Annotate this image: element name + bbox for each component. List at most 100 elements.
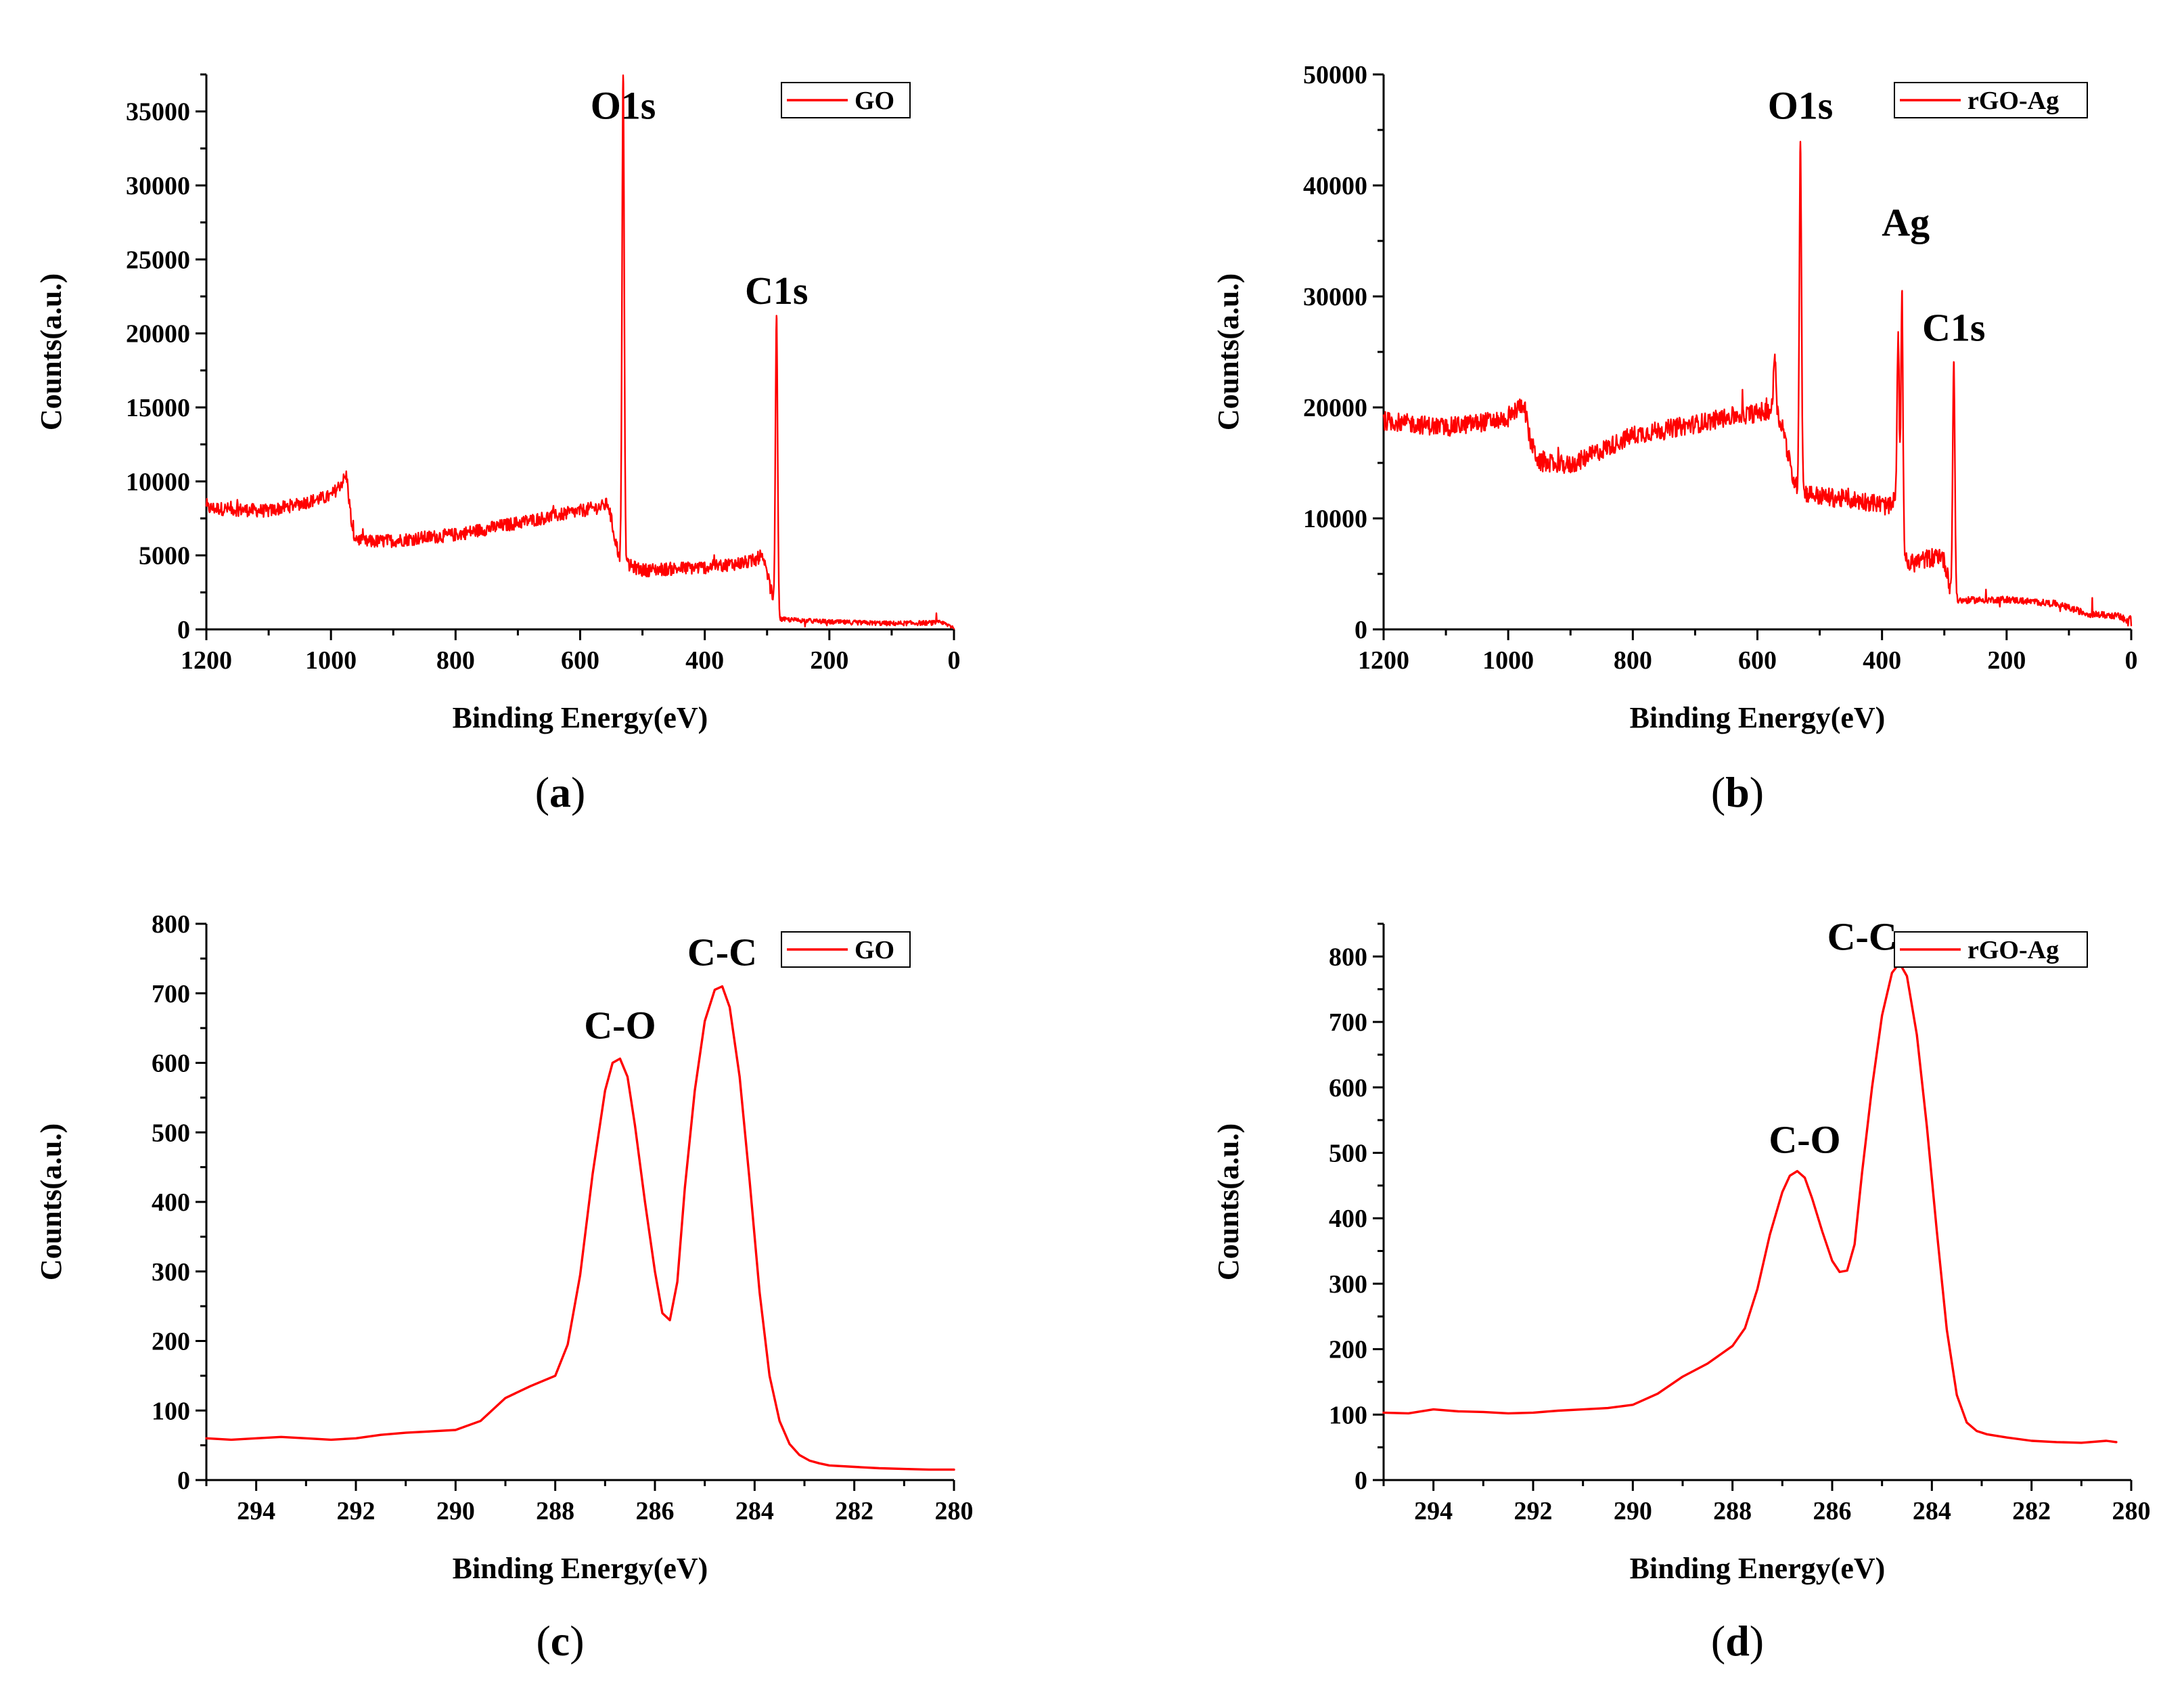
x-tick-label: 400	[685, 646, 724, 675]
x-tick-label: 200	[1987, 646, 2026, 675]
x-tick-label: 600	[561, 646, 599, 675]
y-tick-label: 10000	[1303, 505, 1367, 533]
legend-label: GO	[855, 936, 894, 964]
y-tick-label: 5000	[139, 542, 190, 571]
panel-caption: (b)	[1711, 768, 1764, 816]
y-tick-label: 200	[152, 1328, 190, 1356]
y-tick-label: 100	[152, 1397, 190, 1425]
y-tick-label: 50000	[1303, 61, 1367, 89]
series-line	[205, 74, 955, 630]
x-tick-label: 288	[536, 1497, 574, 1525]
y-tick-label: 500	[1329, 1139, 1367, 1167]
y-tick-label: 15000	[126, 394, 190, 422]
x-tick-label: 280	[935, 1497, 974, 1525]
y-tick-label: 200	[1329, 1336, 1367, 1364]
y-tick-label: 600	[152, 1050, 190, 1078]
legend: rGO-Ag	[1894, 931, 2088, 968]
x-tick-label: 280	[2112, 1497, 2151, 1525]
y-tick-label: 30000	[126, 172, 190, 200]
y-tick-label: 0	[1355, 616, 1367, 644]
y-tick-label: 100	[1329, 1401, 1367, 1429]
peak-label: O1s	[591, 84, 656, 128]
x-tick-label: 284	[735, 1497, 774, 1525]
y-tick-label: 700	[152, 980, 190, 1008]
x-tick-label: 400	[1863, 646, 1901, 675]
x-tick-label: 294	[1414, 1497, 1453, 1525]
series-line	[205, 985, 955, 1471]
y-tick-label: 40000	[1303, 172, 1367, 200]
x-tick-label: 294	[237, 1497, 275, 1525]
y-tick-label: 300	[1329, 1270, 1367, 1299]
y-tick-label: 700	[1329, 1008, 1367, 1037]
y-tick-label: 35000	[126, 98, 190, 127]
y-tick-label: 0	[1355, 1467, 1367, 1495]
peak-label: C1s	[745, 269, 808, 313]
peak-label: Ag	[1882, 200, 1930, 244]
y-axis-title: Counts(a.u.)	[35, 1123, 68, 1280]
x-tick-label: 1200	[181, 646, 232, 675]
peak-label: C-C	[687, 931, 757, 975]
peak-label: C-C	[1827, 915, 1897, 959]
panel-caption: (a)	[535, 768, 586, 816]
x-tick-label: 290	[1614, 1497, 1652, 1525]
x-tick-label: 1000	[305, 646, 357, 675]
x-tick-label: 600	[1738, 646, 1777, 675]
legend-label: rGO-Ag	[1967, 936, 2059, 964]
x-tick-label: 282	[2012, 1497, 2051, 1525]
y-tick-label: 800	[152, 910, 190, 939]
x-tick-label: 286	[636, 1497, 675, 1525]
y-tick-label: 25000	[126, 246, 190, 274]
x-tick-label: 292	[337, 1497, 376, 1525]
chart-panel-d: 0 100 200 300 400 500 600 700 800 294 292 290 288 286…	[1212, 915, 2151, 1665]
x-tick-label: 286	[1813, 1497, 1852, 1525]
x-axis-title: Binding Energy(eV)	[1630, 701, 1886, 734]
legend: GO	[781, 82, 911, 118]
y-axis-title: Counts(a.u.)	[35, 273, 68, 430]
x-tick-label: 0	[2125, 646, 2138, 675]
x-tick-label: 800	[436, 646, 475, 675]
y-axis-title: Counts(a.u.)	[1212, 273, 1245, 430]
y-tick-label: 20000	[126, 320, 190, 349]
y-tick-label: 500	[152, 1119, 190, 1147]
x-tick-label: 200	[810, 646, 848, 675]
x-tick-label: 282	[835, 1497, 873, 1525]
legend-label: rGO-Ag	[1967, 87, 2059, 115]
y-tick-label: 600	[1329, 1074, 1367, 1102]
peak-label: C-O	[1769, 1117, 1840, 1161]
y-tick-label: 30000	[1303, 283, 1367, 311]
x-tick-label: 1000	[1482, 646, 1534, 675]
peak-label: C1s	[1922, 306, 1985, 350]
legend-label: GO	[855, 87, 894, 115]
legend: GO	[781, 931, 911, 968]
chart-panel-b: 0 10000 20000 30000 40000 50000 1200 1000 800 600…	[1212, 61, 2138, 816]
y-tick-label: 0	[177, 1467, 190, 1495]
x-tick-label: 292	[1514, 1497, 1553, 1525]
legend: rGO-Ag	[1894, 82, 2088, 118]
panel-caption: (c)	[536, 1617, 584, 1665]
y-tick-label: 20000	[1303, 394, 1367, 422]
panel-caption: (d)	[1711, 1617, 1764, 1665]
y-tick-label: 10000	[126, 468, 190, 496]
x-tick-label: 800	[1614, 646, 1652, 675]
x-tick-label: 290	[436, 1497, 475, 1525]
chart-panel-c: 0 100 200 300 400 500 600 700 800 294 292 290 288 286…	[35, 910, 974, 1665]
y-tick-label: 400	[1329, 1205, 1367, 1233]
y-tick-label: 400	[152, 1188, 190, 1217]
peak-label: O1s	[1768, 84, 1834, 128]
y-tick-label: 0	[177, 616, 190, 644]
x-tick-label: 0	[948, 646, 961, 675]
x-axis-title: Binding Energy(eV)	[453, 701, 708, 734]
x-axis-title: Binding Energy(eV)	[1630, 1552, 1886, 1585]
y-axis-title: Counts(a.u.)	[1212, 1123, 1245, 1280]
y-tick-label: 300	[152, 1258, 190, 1287]
x-tick-label: 1200	[1358, 646, 1409, 675]
series-line	[1382, 141, 2133, 627]
x-axis-title: Binding Energy(eV)	[453, 1552, 708, 1585]
x-tick-label: 288	[1713, 1497, 1752, 1525]
y-tick-label: 800	[1329, 943, 1367, 971]
series-line	[1382, 962, 2118, 1444]
peak-label: C-O	[584, 1004, 656, 1048]
x-tick-label: 284	[1913, 1497, 1951, 1525]
